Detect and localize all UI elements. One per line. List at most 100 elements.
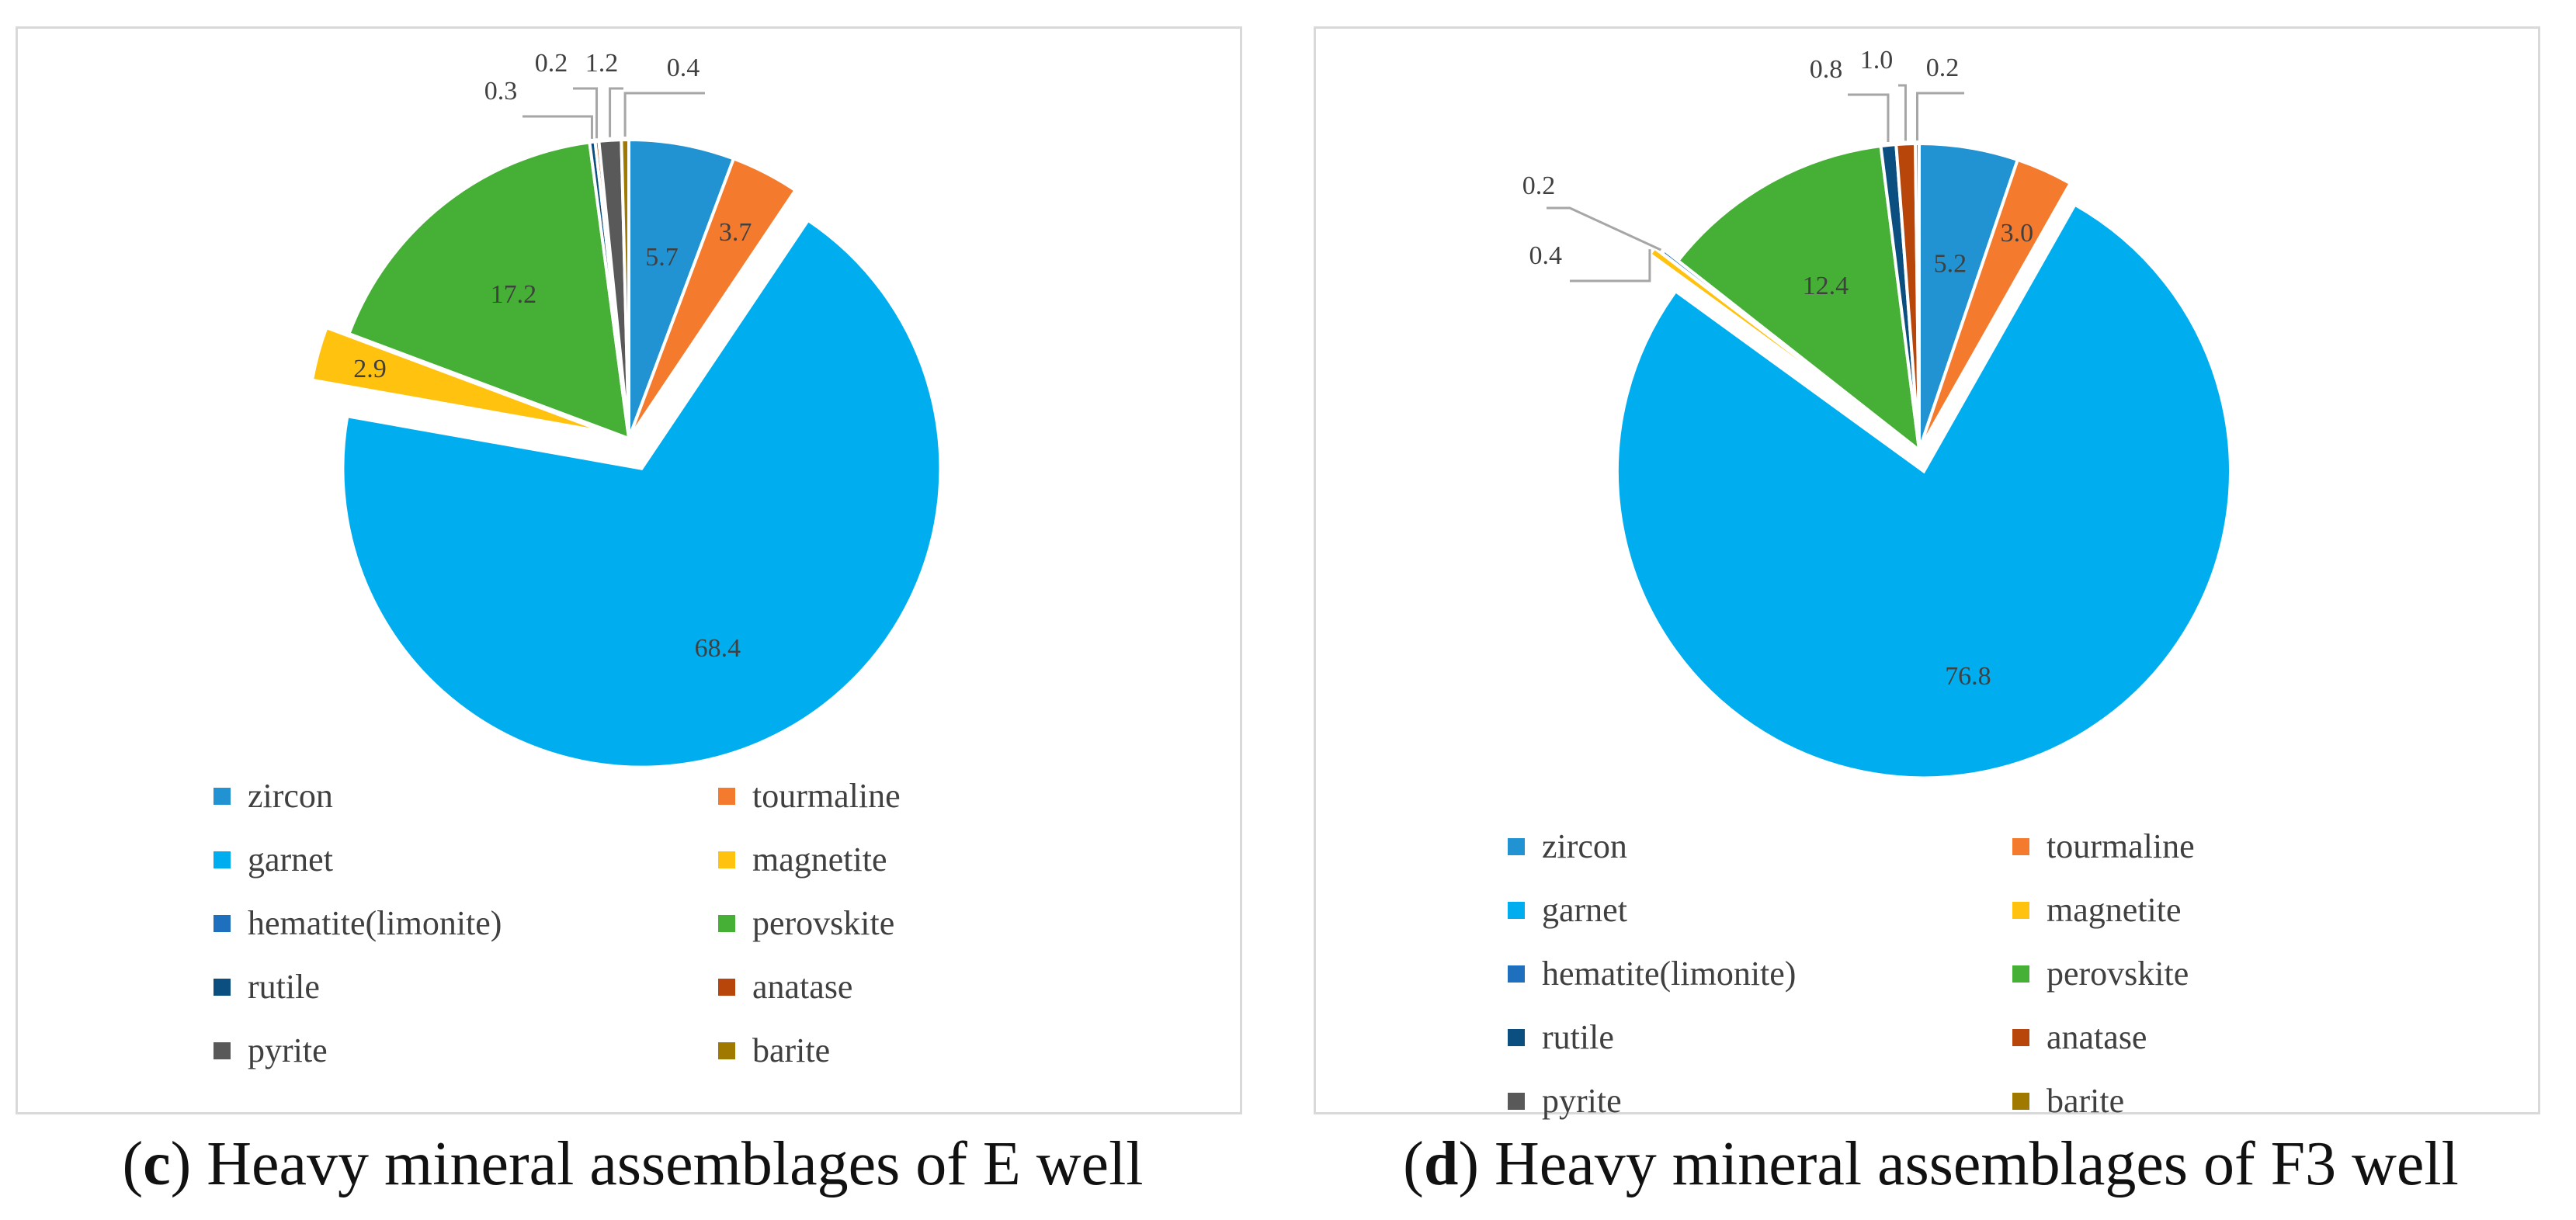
legend-item-hematite-limonite: hematite(limonite) xyxy=(1508,954,1796,993)
data-label-tourmaline: 3.0 xyxy=(2001,219,2034,248)
data-label-garnet: 68.4 xyxy=(695,634,741,663)
panel-letter: c xyxy=(143,1130,171,1198)
legend-label: tourmaline xyxy=(752,777,901,815)
legend-swatch xyxy=(718,978,735,996)
pie-chart-e-well: 5.7 3.7 68.4 2.9 17.2 0.3 0.2 1.2 0.4 xyxy=(310,49,943,769)
pie-slice-zircon xyxy=(627,137,736,439)
legend-swatch xyxy=(1508,1092,1525,1110)
legend-label: tourmaline xyxy=(2047,827,2195,865)
legend-item-rutile: rutile xyxy=(1508,1017,1614,1057)
legend-item-tourmaline: tourmaline xyxy=(2012,827,2195,866)
legend-swatch xyxy=(718,1042,735,1059)
legend-swatch xyxy=(2012,1092,2029,1110)
panel-letter: d xyxy=(1423,1130,1459,1198)
legend-label: perovskite xyxy=(752,904,895,942)
legend-swatch xyxy=(1508,901,1525,919)
legend-label: pyrite xyxy=(248,1031,328,1069)
leader-line-anatase xyxy=(573,87,599,139)
legend-item-hematite-limonite: hematite(limonite) xyxy=(214,903,502,943)
leader-line-rutile xyxy=(522,115,593,139)
leader-line-barite xyxy=(623,92,705,137)
legend-swatch xyxy=(1508,837,1525,855)
legend-item-magnetite: magnetite xyxy=(718,840,887,879)
legend-swatch xyxy=(718,851,735,868)
data-label-pyrite: 1.2 xyxy=(585,49,619,78)
legend-swatch xyxy=(214,1042,231,1059)
leader-line-hematite-limonite xyxy=(1547,206,1661,251)
legend-item-garnet: garnet xyxy=(1508,890,1627,930)
pie-slice-magnetite xyxy=(310,325,607,435)
legend-label: barite xyxy=(2047,1082,2125,1120)
leader-line-anatase xyxy=(1898,84,1907,141)
data-label-perovskite: 12.4 xyxy=(1803,272,1849,300)
data-label-rutile: 0.3 xyxy=(484,77,518,106)
legend-item-pyrite: pyrite xyxy=(214,1031,328,1070)
legend-label: magnetite xyxy=(752,840,887,879)
legend-label: magnetite xyxy=(2047,891,2182,929)
legend-label: pyrite xyxy=(1542,1082,1622,1120)
legend-item-anatase: anatase xyxy=(2012,1017,2147,1057)
pie-slice-garnet xyxy=(1615,202,2232,780)
pie-slice-tourmaline xyxy=(1918,158,2073,451)
legend-item-perovskite: perovskite xyxy=(2012,954,2189,993)
legend-label: perovskite xyxy=(2047,955,2189,993)
pie-slice-perovskite xyxy=(346,140,631,442)
leader-line-barite xyxy=(1915,92,1964,141)
data-label-magnetite: 2.9 xyxy=(353,355,387,383)
legend-swatch xyxy=(718,787,735,805)
pie-chart-f3-well: 5.2 3.0 76.8 0.4 0.2 12.4 0.8 1.0 0.2 xyxy=(1522,46,2232,780)
legend-item-garnet: garnet xyxy=(214,840,333,879)
data-label-zircon: 5.2 xyxy=(1934,249,1967,278)
legend-item-barite: barite xyxy=(2012,1081,2124,1121)
data-label-barite: 0.4 xyxy=(667,54,700,82)
data-label-anatase: 1.0 xyxy=(1860,46,1894,75)
pie-slice-garnet xyxy=(341,218,943,769)
legend-label: garnet xyxy=(248,840,333,879)
pie-slice-perovskite xyxy=(1675,144,1922,454)
legend-swatch xyxy=(1508,1028,1525,1046)
legend-label: zircon xyxy=(248,777,333,815)
data-label-perovskite: 17.2 xyxy=(491,280,537,309)
legend-swatch xyxy=(214,787,231,805)
data-label-zircon: 5.7 xyxy=(645,243,679,272)
legend-label: hematite(limonite) xyxy=(1542,955,1797,993)
legend-swatch xyxy=(214,851,231,868)
data-label-hematite-limonite: 0.2 xyxy=(1522,172,1556,200)
legend-item-zircon: zircon xyxy=(214,776,333,816)
legend-swatch xyxy=(2012,901,2029,919)
pie-slice-tourmaline xyxy=(627,156,798,440)
legend-swatch xyxy=(214,978,231,996)
legend-item-anatase: anatase xyxy=(718,967,852,1007)
legend-item-zircon: zircon xyxy=(1508,827,1627,866)
legend-item-pyrite: pyrite xyxy=(1508,1081,1622,1121)
data-label-tourmaline: 3.7 xyxy=(719,218,752,247)
data-label-garnet: 76.8 xyxy=(1945,662,1991,691)
legend-label: barite xyxy=(752,1031,831,1069)
legend-item-barite: barite xyxy=(718,1031,830,1070)
legend-swatch xyxy=(1508,965,1525,983)
legend-label: rutile xyxy=(1542,1018,1614,1056)
legend-item-magnetite: magnetite xyxy=(2012,890,2182,930)
caption-e-well: (c) Heavy mineral assemblages of E well xyxy=(122,1130,1144,1198)
pie-slice-barite xyxy=(620,137,630,439)
legend-swatch xyxy=(2012,1028,2029,1046)
caption-text: Heavy mineral assemblages of F3 well xyxy=(1494,1130,2459,1198)
data-label-rutile: 0.8 xyxy=(1810,55,1843,84)
chart-panel-f3-well: 5.2 3.0 76.8 0.4 0.2 12.4 0.8 1.0 0.2 zircon tour… xyxy=(1298,0,2564,1220)
legend-swatch xyxy=(2012,965,2029,983)
legend-swatch xyxy=(214,914,231,932)
caption-text: Heavy mineral assemblages of E well xyxy=(207,1130,1144,1198)
legend-label: hematite(limonite) xyxy=(248,904,502,942)
pie-slice-barite xyxy=(1914,141,1921,451)
legend-label: zircon xyxy=(1542,827,1627,865)
legend-label: garnet xyxy=(1542,891,1627,929)
data-label-barite: 0.2 xyxy=(1926,54,1960,82)
caption-f3-well: (d) Heavy mineral assemblages of F3 well xyxy=(1403,1130,2459,1198)
legend-label: anatase xyxy=(2047,1018,2147,1056)
leader-line-pyrite xyxy=(609,87,623,137)
legend-label: anatase xyxy=(752,968,853,1006)
legend-swatch xyxy=(2012,837,2029,855)
legend-item-tourmaline: tourmaline xyxy=(718,776,901,816)
legend-item-rutile: rutile xyxy=(214,967,320,1007)
legend-item-perovskite: perovskite xyxy=(718,903,894,943)
